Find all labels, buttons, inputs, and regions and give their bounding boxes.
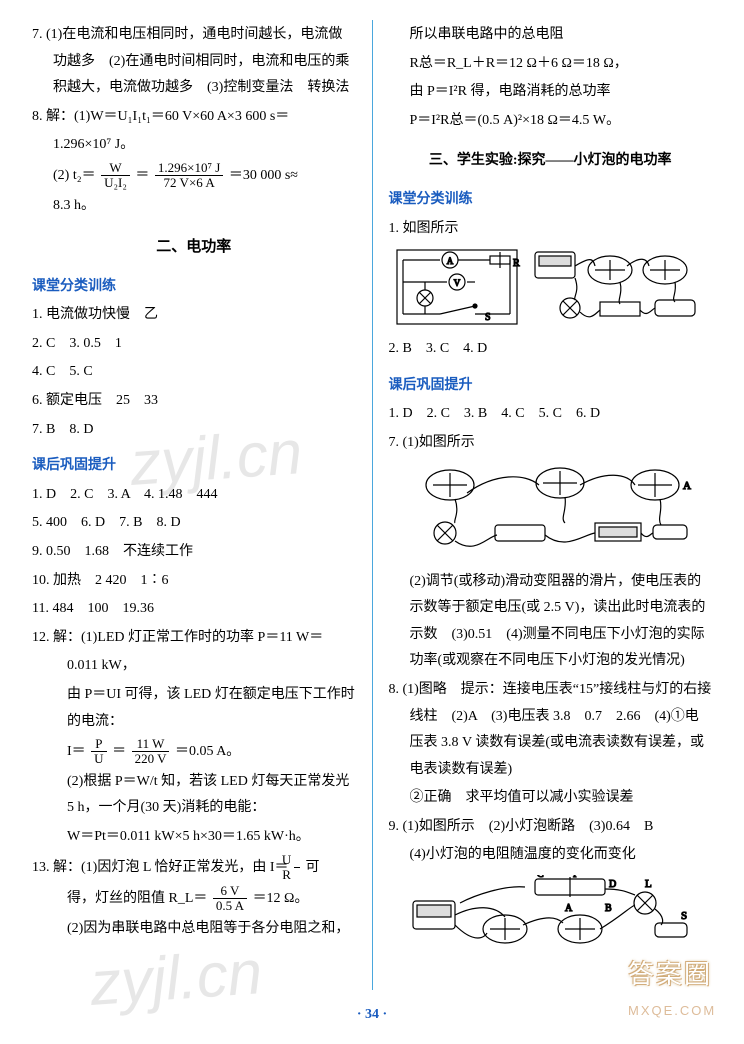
svg-text:P: P xyxy=(573,875,579,880)
text: ＝ xyxy=(112,744,126,759)
fraction: PU xyxy=(91,737,106,767)
svg-text:A: A xyxy=(447,256,454,266)
list-item: 1. 如图所示 xyxy=(388,216,712,243)
answer-8-line2: 1.296×10⁷ J。 xyxy=(32,132,356,159)
answer-8-line3: 8.3 h。 xyxy=(32,193,356,220)
text: ＝ xyxy=(135,168,153,183)
text: ＝30 000 s≈ xyxy=(229,168,298,183)
svg-text:L: L xyxy=(645,878,652,890)
fraction: WU₂I₂ xyxy=(101,161,130,191)
answer-12-line6: W＝Pt＝0.011 kW×5 h×30＝1.65 kW·h。 xyxy=(32,824,356,851)
circuit-diagram-2: A xyxy=(388,463,712,563)
svg-text:S: S xyxy=(681,910,687,922)
answer-13-line2: 得，灯丝的阻值 R_L＝ 6 V0.5 A ＝12 Ω。 xyxy=(32,884,356,914)
list-item: 6. 额定电压 25 33 xyxy=(32,388,356,415)
answer-8-line1: 8. 解：(1)W＝U₁I₁t₁＝60 V×60 A×3 600 s＝ xyxy=(32,104,356,131)
answer-8-text: 8. (1)图略 提示：连接电压表“15”接线柱与灯的右接线柱 (2)A (3)… xyxy=(388,677,712,783)
right-column: 所以串联电路中的总电阻 R总＝R_L＋R＝12 Ω＋6 Ω＝18 Ω， 由 P＝… xyxy=(376,20,724,990)
answer-12-line2: 0.011 kW， xyxy=(32,653,356,680)
corner-badge: 答案圈 MXQE.COM xyxy=(628,950,738,1002)
answer-8-part2: (2) t₂＝ WU₂I₂ ＝ 1.296×10⁷ J72 V×6 A ＝30 … xyxy=(32,161,356,191)
text-line: 由 P＝I²R 得，电路消耗的总功率 xyxy=(388,79,712,106)
answer-12-line5: (2)根据 P＝W/t 知，若该 LED 灯每天正常发光 5 h，一个月(30 … xyxy=(32,769,356,822)
answer-7: 7. (1)在电流和电压相同时，通电时间越长，电流做功越多 (2)在通电时间相同… xyxy=(32,22,356,102)
heading-class-training: 课堂分类训练 xyxy=(388,185,712,212)
fraction: 1.296×10⁷ J72 V×6 A xyxy=(155,161,223,191)
svg-text:R: R xyxy=(513,258,520,269)
heading-after-class: 课后巩固提升 xyxy=(32,451,356,478)
list-item: 1. 电流做功快慢 乙 xyxy=(32,302,356,329)
section-3-title: 三、学生实验:探究——小灯泡的电功率 xyxy=(388,148,712,175)
answer-text: (2)调节(或移动)滑动变阻器的滑片，使电压表的示数等于额定电压(或 2.5 V… xyxy=(388,569,712,675)
svg-text:B: B xyxy=(605,903,612,914)
text-line: 所以串联电路中的总电阻 xyxy=(388,22,712,49)
fraction: 6 V0.5 A xyxy=(213,884,247,914)
badge-title: 答案圈 xyxy=(628,950,738,999)
list-item: 5. 400 6. D 7. B 8. D xyxy=(32,510,356,537)
svg-text:S: S xyxy=(485,312,491,323)
text-line: R总＝R_L＋R＝12 Ω＋6 Ω＝18 Ω， xyxy=(388,51,712,78)
svg-text:C: C xyxy=(537,875,544,880)
list-item: 4. C 5. C xyxy=(32,359,356,386)
section-2-title: 二、电功率 xyxy=(32,233,356,262)
answer-9-text: 9. (1)如图所示 (2)小灯泡断路 (3)0.64 B xyxy=(388,814,712,841)
svg-text:A: A xyxy=(683,480,691,492)
text-line: P＝I²R总＝(0.5 A)²×18 Ω＝4.5 W。 xyxy=(388,108,712,135)
list-item: 11. 484 100 19.36 xyxy=(32,596,356,623)
column-divider xyxy=(372,20,373,990)
text: 得，灯丝的阻值 R_L＝ xyxy=(67,891,207,906)
list-item: 10. 加热 2 420 1∶6 xyxy=(32,568,356,595)
answer-text: ②正确 求平均值可以减小实验误差 xyxy=(388,785,712,812)
text: ＝12 Ω。 xyxy=(253,891,309,906)
text: I＝ xyxy=(67,744,86,759)
answer-12-line1: 12. 解：(1)LED 灯正常工作时的功率 P＝11 W＝ xyxy=(32,625,356,652)
list-item: 1. D 2. C 3. A 4. 1.48 444 xyxy=(32,482,356,509)
svg-text:D: D xyxy=(609,879,616,890)
answer-13-line3: (2)因为串联电路中总电阻等于各分电阻之和， xyxy=(32,916,356,943)
left-column: 7. (1)在电流和电压相同时，通电时间越长，电流做功越多 (2)在通电时间相同… xyxy=(20,20,368,990)
badge-url: MXQE.COM xyxy=(628,999,738,1024)
text: ＝0.05 A。 xyxy=(175,744,240,759)
text: 可 xyxy=(306,860,320,875)
list-item: 7. B 8. D xyxy=(32,417,356,444)
heading-class-training: 课堂分类训练 xyxy=(32,272,356,299)
answer-12-eq: I＝ PU ＝ 11 W220 V ＝0.05 A。 xyxy=(32,737,356,767)
text: 13. 解：(1)因灯泡 L 恰好正常发光，由 I＝ xyxy=(32,860,289,875)
fraction: UR xyxy=(294,853,300,883)
list-item: 1. D 2. C 3. B 4. C 5. C 6. D xyxy=(388,401,712,428)
list-item: 7. (1)如图所示 xyxy=(388,430,712,457)
circuit-diagram-3: C P D L S A B xyxy=(388,875,712,953)
heading-after-class: 课后巩固提升 xyxy=(388,371,712,398)
svg-text:V: V xyxy=(454,278,461,288)
answer-12-line3: 由 P＝UI 可得，该 LED 灯在额定电压下工作时的电流： xyxy=(32,682,356,735)
fraction: 11 W220 V xyxy=(132,737,170,767)
svg-text:A: A xyxy=(565,903,573,914)
list-item: 2. C 3. 0.5 1 xyxy=(32,331,356,358)
list-item: 9. 0.50 1.68 不连续工作 xyxy=(32,539,356,566)
answer-13-line1: 13. 解：(1)因灯泡 L 恰好正常发光，由 I＝ UR 可 xyxy=(32,853,356,883)
answer-text: (4)小灯泡的电阻随温度的变化而变化 xyxy=(388,842,712,869)
list-item: 2. B 3. C 4. D xyxy=(388,336,712,363)
text: (2) t₂＝ xyxy=(53,168,99,183)
circuit-diagram-1: A R V S xyxy=(388,248,712,330)
